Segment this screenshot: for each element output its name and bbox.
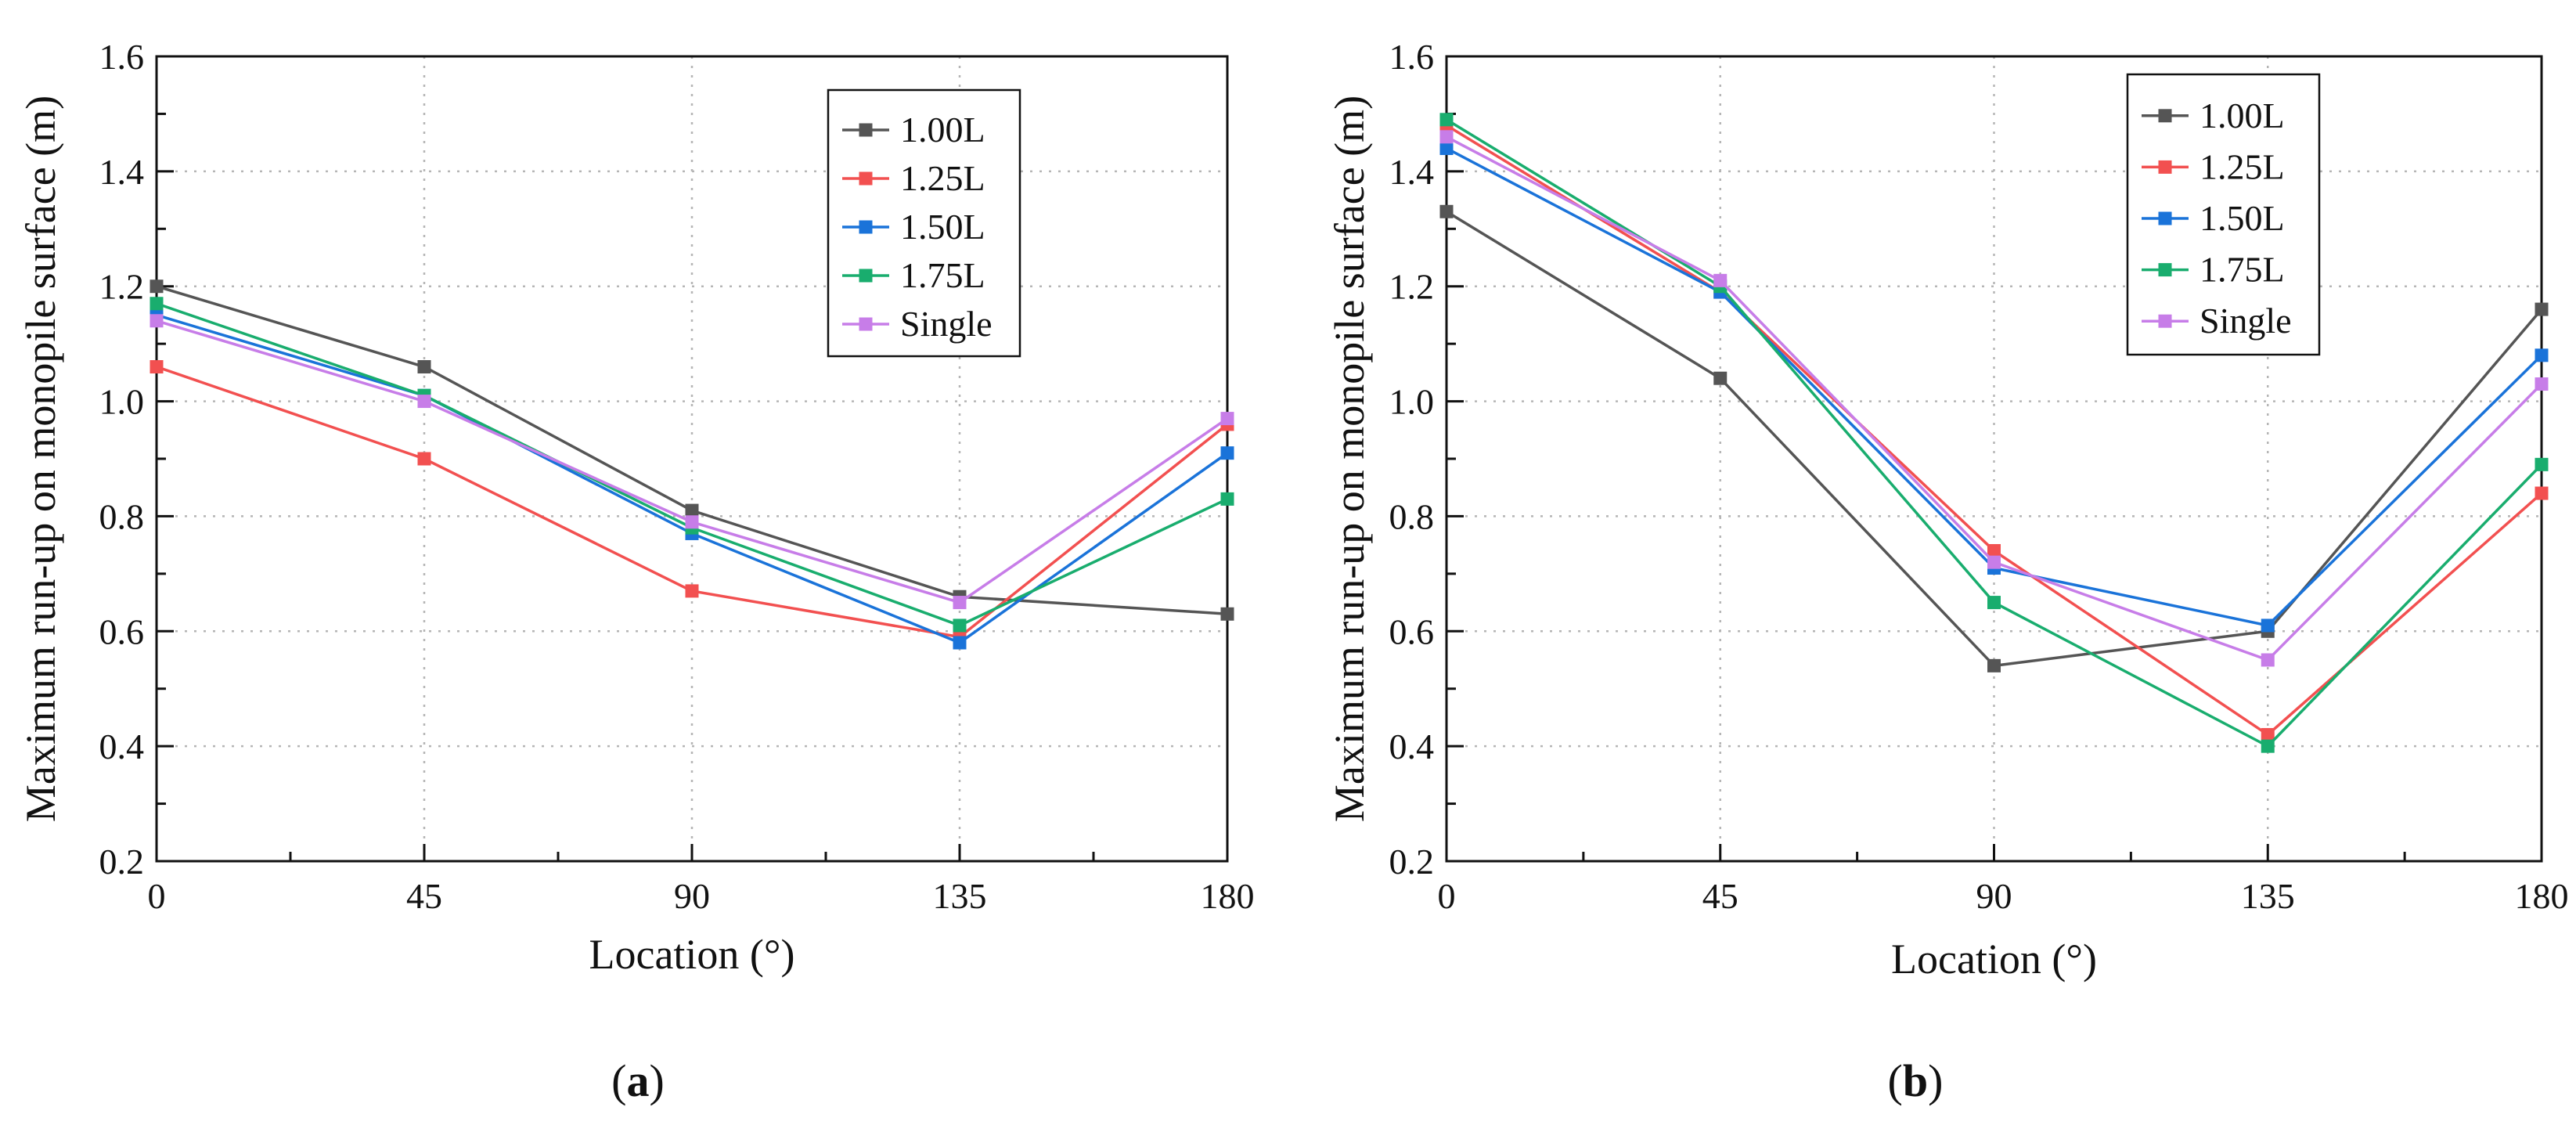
x-tick-label: 180 [1201, 876, 1255, 916]
data-point [1439, 130, 1454, 144]
legend-marker [859, 269, 873, 283]
legend-label: 1.25L [900, 158, 985, 198]
legend-label: 1.50L [900, 207, 985, 247]
data-point [2535, 348, 2549, 362]
y-tick-label: 1.2 [99, 267, 145, 307]
data-point [1987, 596, 2001, 610]
x-tick-label: 45 [1702, 876, 1738, 916]
data-point [417, 452, 431, 466]
data-point [2535, 486, 2549, 500]
data-point [1439, 113, 1454, 127]
legend-label: 1.00L [2200, 96, 2285, 135]
data-point [1987, 555, 2001, 569]
x-tick-label: 90 [674, 876, 710, 916]
data-point [685, 584, 699, 598]
y-tick-label: 0.2 [99, 842, 145, 882]
x-axis-title: Location (°) [589, 931, 795, 978]
legend: 1.00L 1.25L 1.50L 1.75L Single [2126, 73, 2321, 356]
y-tick-label: 0.2 [1389, 842, 1435, 882]
data-point [417, 360, 431, 374]
data-point [150, 314, 164, 328]
y-tick-label: 1.4 [1389, 152, 1435, 192]
legend: 1.00L 1.25L 1.50L 1.75L Single [827, 88, 1021, 358]
legend-label: 1.25L [2200, 146, 2285, 186]
legend-label: Single [900, 304, 993, 344]
chart-layer: 0 45 90 135 180 0.2 0.4 0.6 0.8 1.0 1.2 1.4 1.6 Locat… [17, 37, 2569, 1106]
data-point [2261, 653, 2275, 667]
y-tick-label: 0.6 [1389, 611, 1435, 651]
data-point [1220, 607, 1234, 621]
panel-label: (a) [611, 1055, 665, 1106]
y-tick-label: 0.4 [99, 727, 145, 766]
data-point [2535, 457, 2549, 471]
x-tick-label: 0 [1438, 876, 1456, 916]
y-tick-label: 1.6 [1389, 37, 1435, 77]
data-point [953, 596, 967, 610]
data-point [1713, 371, 1728, 385]
y-tick-label: 0.8 [99, 496, 145, 536]
data-point [1220, 412, 1234, 426]
chart-panel-a: 0 45 90 135 180 0.2 0.4 0.6 0.8 1.0 1.2 1.4 1.6 Locat… [17, 37, 1255, 1106]
x-tick-label: 0 [148, 876, 166, 916]
y-tick-label: 1.2 [1389, 267, 1435, 307]
x-tick-label: 45 [406, 876, 442, 916]
y-axis-title: Maximum run-up on monopile surface (m) [1326, 96, 1373, 822]
legend-marker [859, 171, 873, 186]
y-tick-label: 1.0 [1389, 382, 1435, 422]
legend-marker [859, 123, 873, 137]
x-tick-label: 135 [2241, 876, 2295, 916]
y-axis-title: Maximum run-up on monopile surface (m) [17, 96, 64, 822]
y-tick-label: 0.8 [1389, 496, 1435, 536]
data-point [2261, 618, 2275, 633]
y-tick-label: 0.4 [1389, 727, 1435, 766]
data-point [685, 515, 699, 529]
data-point [2535, 302, 2549, 316]
legend-marker [2158, 263, 2172, 277]
legend-marker [2158, 211, 2172, 225]
data-point [2261, 727, 2275, 741]
series-single [150, 314, 1234, 610]
y-tick-label: 0.6 [99, 611, 145, 651]
data-point [1713, 273, 1728, 287]
data-point [685, 503, 699, 517]
legend-label: 1.75L [2200, 250, 2285, 290]
x-tick-label: 90 [1976, 876, 2012, 916]
data-point [1987, 658, 2001, 672]
data-point [150, 360, 164, 374]
legend-label: Single [2200, 301, 2292, 341]
legend-marker [859, 220, 873, 234]
data-point [1439, 141, 1454, 155]
x-axis-title: Location (°) [1891, 936, 2097, 983]
data-point [1987, 543, 2001, 557]
x-tick-label: 135 [933, 876, 987, 916]
legend-marker [2158, 314, 2172, 328]
legend-marker [2158, 109, 2172, 123]
legend-label: 1.75L [900, 255, 985, 295]
legend-label: 1.50L [2200, 198, 2285, 238]
chart-panel-b: 0 45 90 135 180 0.2 0.4 0.6 0.8 1.0 1.2 1.4 1.6 Locat… [1326, 37, 2569, 1106]
data-point [1439, 204, 1454, 218]
data-point [953, 618, 967, 633]
y-tick-label: 1.6 [99, 37, 145, 77]
x-tick-label: 180 [2515, 876, 2569, 916]
legend-marker [859, 317, 873, 331]
y-tick-label: 1.4 [99, 152, 145, 192]
data-point [417, 395, 431, 409]
data-point [953, 636, 967, 650]
data-point [2261, 739, 2275, 753]
data-point [1220, 492, 1234, 506]
data-point [2535, 377, 2549, 391]
series-1-75l [1439, 113, 2549, 753]
y-tick-label: 1.0 [99, 382, 145, 422]
series-single [1439, 130, 2549, 667]
panel-label: (b) [1888, 1055, 1944, 1106]
data-point [150, 297, 164, 311]
data-point [1220, 446, 1234, 460]
legend-label: 1.00L [900, 110, 985, 150]
legend-marker [2158, 160, 2172, 174]
data-point [150, 279, 164, 294]
